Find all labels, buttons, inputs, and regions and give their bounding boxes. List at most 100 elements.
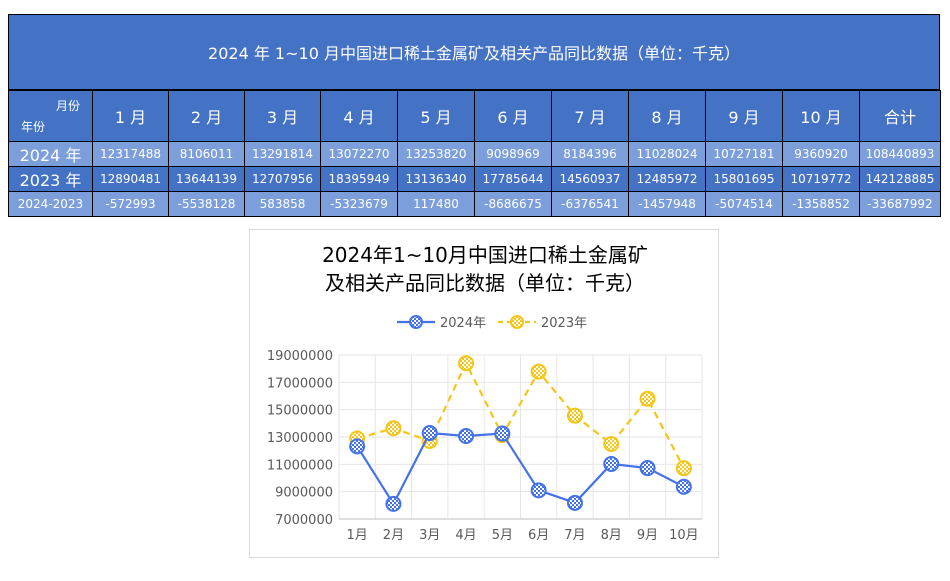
column-header: 2 月: [168, 90, 245, 142]
data-point: [603, 436, 620, 453]
row-label: 2024 年: [8, 141, 93, 167]
y-axis: 7000000 9000000 11000000 13000000 15000000 17…: [267, 349, 333, 528]
table-cell: 14560937: [551, 166, 629, 192]
table-cell: 12317488: [92, 141, 169, 167]
table-row-difference: 2024-2023 -572993 -5538128 583858 -53236…: [8, 191, 941, 217]
chart-gridlines: [338, 354, 703, 520]
table-corner-cell: 月份 年份: [8, 90, 93, 142]
table-row-2024: 2024 年 12317488 8106011 13291814 1307227…: [8, 141, 941, 167]
table-cell: -5074514: [705, 191, 783, 217]
data-point: [349, 438, 366, 455]
table-cell: 13291814: [244, 141, 321, 167]
table-cell: 10727181: [705, 141, 783, 167]
table-cell: 9360920: [782, 141, 860, 167]
table-cell-total: -33687992: [859, 191, 941, 217]
y-tick-label: 11000000: [267, 458, 333, 473]
x-tick-label: 2月: [383, 528, 404, 543]
column-header: 6 月: [474, 90, 552, 142]
series-line-1: [356, 360, 685, 469]
data-point: [421, 425, 438, 442]
table-cell: -5323679: [320, 191, 398, 217]
x-axis: 1月 2月 3月 4月 5月 6月 7月 8月 9月 10月: [339, 518, 702, 543]
table-cell: 13072270: [320, 141, 398, 167]
table-cell: 583858: [244, 191, 321, 217]
data-point: [494, 425, 511, 442]
data-point: [675, 478, 692, 495]
table-cell: 10719772: [782, 166, 860, 192]
y-tick-label: 7000000: [275, 513, 333, 528]
y-tick-label: 17000000: [267, 376, 333, 391]
data-point: [639, 390, 656, 407]
table-cell: 18395949: [320, 166, 398, 192]
table-cell: -6376541: [551, 191, 629, 217]
line-chart: 2024年1~10月中国进口稀土金属矿 及相关产品同比数据（单位：千克） 202…: [267, 243, 703, 543]
column-header: 8 月: [628, 90, 706, 142]
x-tick-label: 5月: [492, 528, 513, 543]
table-title: 2024 年 1~10 月中国进口稀土金属矿及相关产品同比数据（单位：千克）: [8, 14, 940, 90]
chart-legend: 2024年 2023年: [397, 315, 587, 331]
data-point: [566, 494, 583, 511]
x-tick-label: 1月: [347, 528, 368, 543]
x-tick-label: 6月: [528, 528, 549, 543]
data-point: [675, 460, 692, 477]
x-tick-label: 3月: [419, 528, 440, 543]
y-tick-label: 9000000: [275, 486, 333, 501]
column-header: 4 月: [320, 90, 398, 142]
table-cell: 117480: [397, 191, 475, 217]
table-cell-total: 108440893: [859, 141, 941, 167]
column-header: 10 月: [782, 90, 860, 142]
table-cell: 12890481: [92, 166, 169, 192]
data-table-panel: 2024 年 1~10 月中国进口稀土金属矿及相关产品同比数据（单位：千克） 月…: [8, 14, 941, 222]
chart-series: [349, 355, 692, 512]
legend-swatch-marker: [409, 315, 423, 329]
table-header-row: 月份 年份 1 月 2 月 3 月 4 月 5 月 6 月 7 月 8 月 9 …: [8, 90, 941, 142]
corner-month-label: 月份: [55, 99, 80, 113]
data-point: [530, 363, 547, 380]
column-header: 1 月: [92, 90, 169, 142]
data-table: 月份 年份 1 月 2 月 3 月 4 月 5 月 6 月 7 月 8 月 9 …: [8, 90, 941, 217]
x-tick-label: 9月: [637, 528, 658, 543]
table-cell: 9098969: [474, 141, 552, 167]
table-cell: 8106011: [168, 141, 245, 167]
y-tick-label: 19000000: [267, 349, 333, 364]
data-point: [458, 428, 475, 445]
column-header: 5 月: [397, 90, 475, 142]
data-point: [566, 407, 583, 424]
y-tick-label: 13000000: [267, 431, 333, 446]
row-label: 2024-2023: [8, 191, 93, 217]
table-cell: 13136340: [397, 166, 475, 192]
table-cell: -1358852: [782, 191, 860, 217]
table-row-2023: 2023 年 12890481 13644139 12707956 183959…: [8, 166, 941, 192]
table-cell: 13644139: [168, 166, 245, 192]
table-cell: -572993: [92, 191, 169, 217]
table-cell: -1457948: [628, 191, 706, 217]
table-cell: 8184396: [551, 141, 629, 167]
legend-swatch-marker: [510, 315, 524, 329]
table-cell-total: 142128885: [859, 166, 941, 192]
chart-title-line1: 2024年1~10月中国进口稀土金属矿: [322, 243, 648, 267]
table-cell: 15801695: [705, 166, 783, 192]
table-cell: 12707956: [244, 166, 321, 192]
x-tick-label: 8月: [601, 528, 622, 543]
row-label: 2023 年: [8, 166, 93, 192]
corner-year-label: 年份: [21, 120, 46, 134]
x-tick-label: 10月: [669, 528, 699, 543]
column-header: 7 月: [551, 90, 629, 142]
column-header: 9 月: [705, 90, 783, 142]
legend-label: 2024年: [440, 316, 486, 331]
line-chart-panel: 2024年1~10月中国进口稀土金属矿 及相关产品同比数据（单位：千克） 202…: [249, 229, 719, 558]
chart-title-line2: 及相关产品同比数据（单位：千克）: [325, 271, 645, 295]
data-point: [385, 420, 402, 437]
y-tick-label: 15000000: [267, 404, 333, 419]
data-point: [385, 495, 402, 512]
series-line-0: [356, 431, 685, 507]
table-cell: 17785644: [474, 166, 552, 192]
x-tick-label: 4月: [455, 528, 476, 543]
legend-label: 2023年: [541, 316, 587, 331]
data-point: [458, 355, 475, 372]
column-header-total: 合计: [859, 90, 941, 142]
table-cell: -8686675: [474, 191, 552, 217]
table-cell: 12485972: [628, 166, 706, 192]
data-point: [603, 455, 620, 472]
table-cell: 11028024: [628, 141, 706, 167]
